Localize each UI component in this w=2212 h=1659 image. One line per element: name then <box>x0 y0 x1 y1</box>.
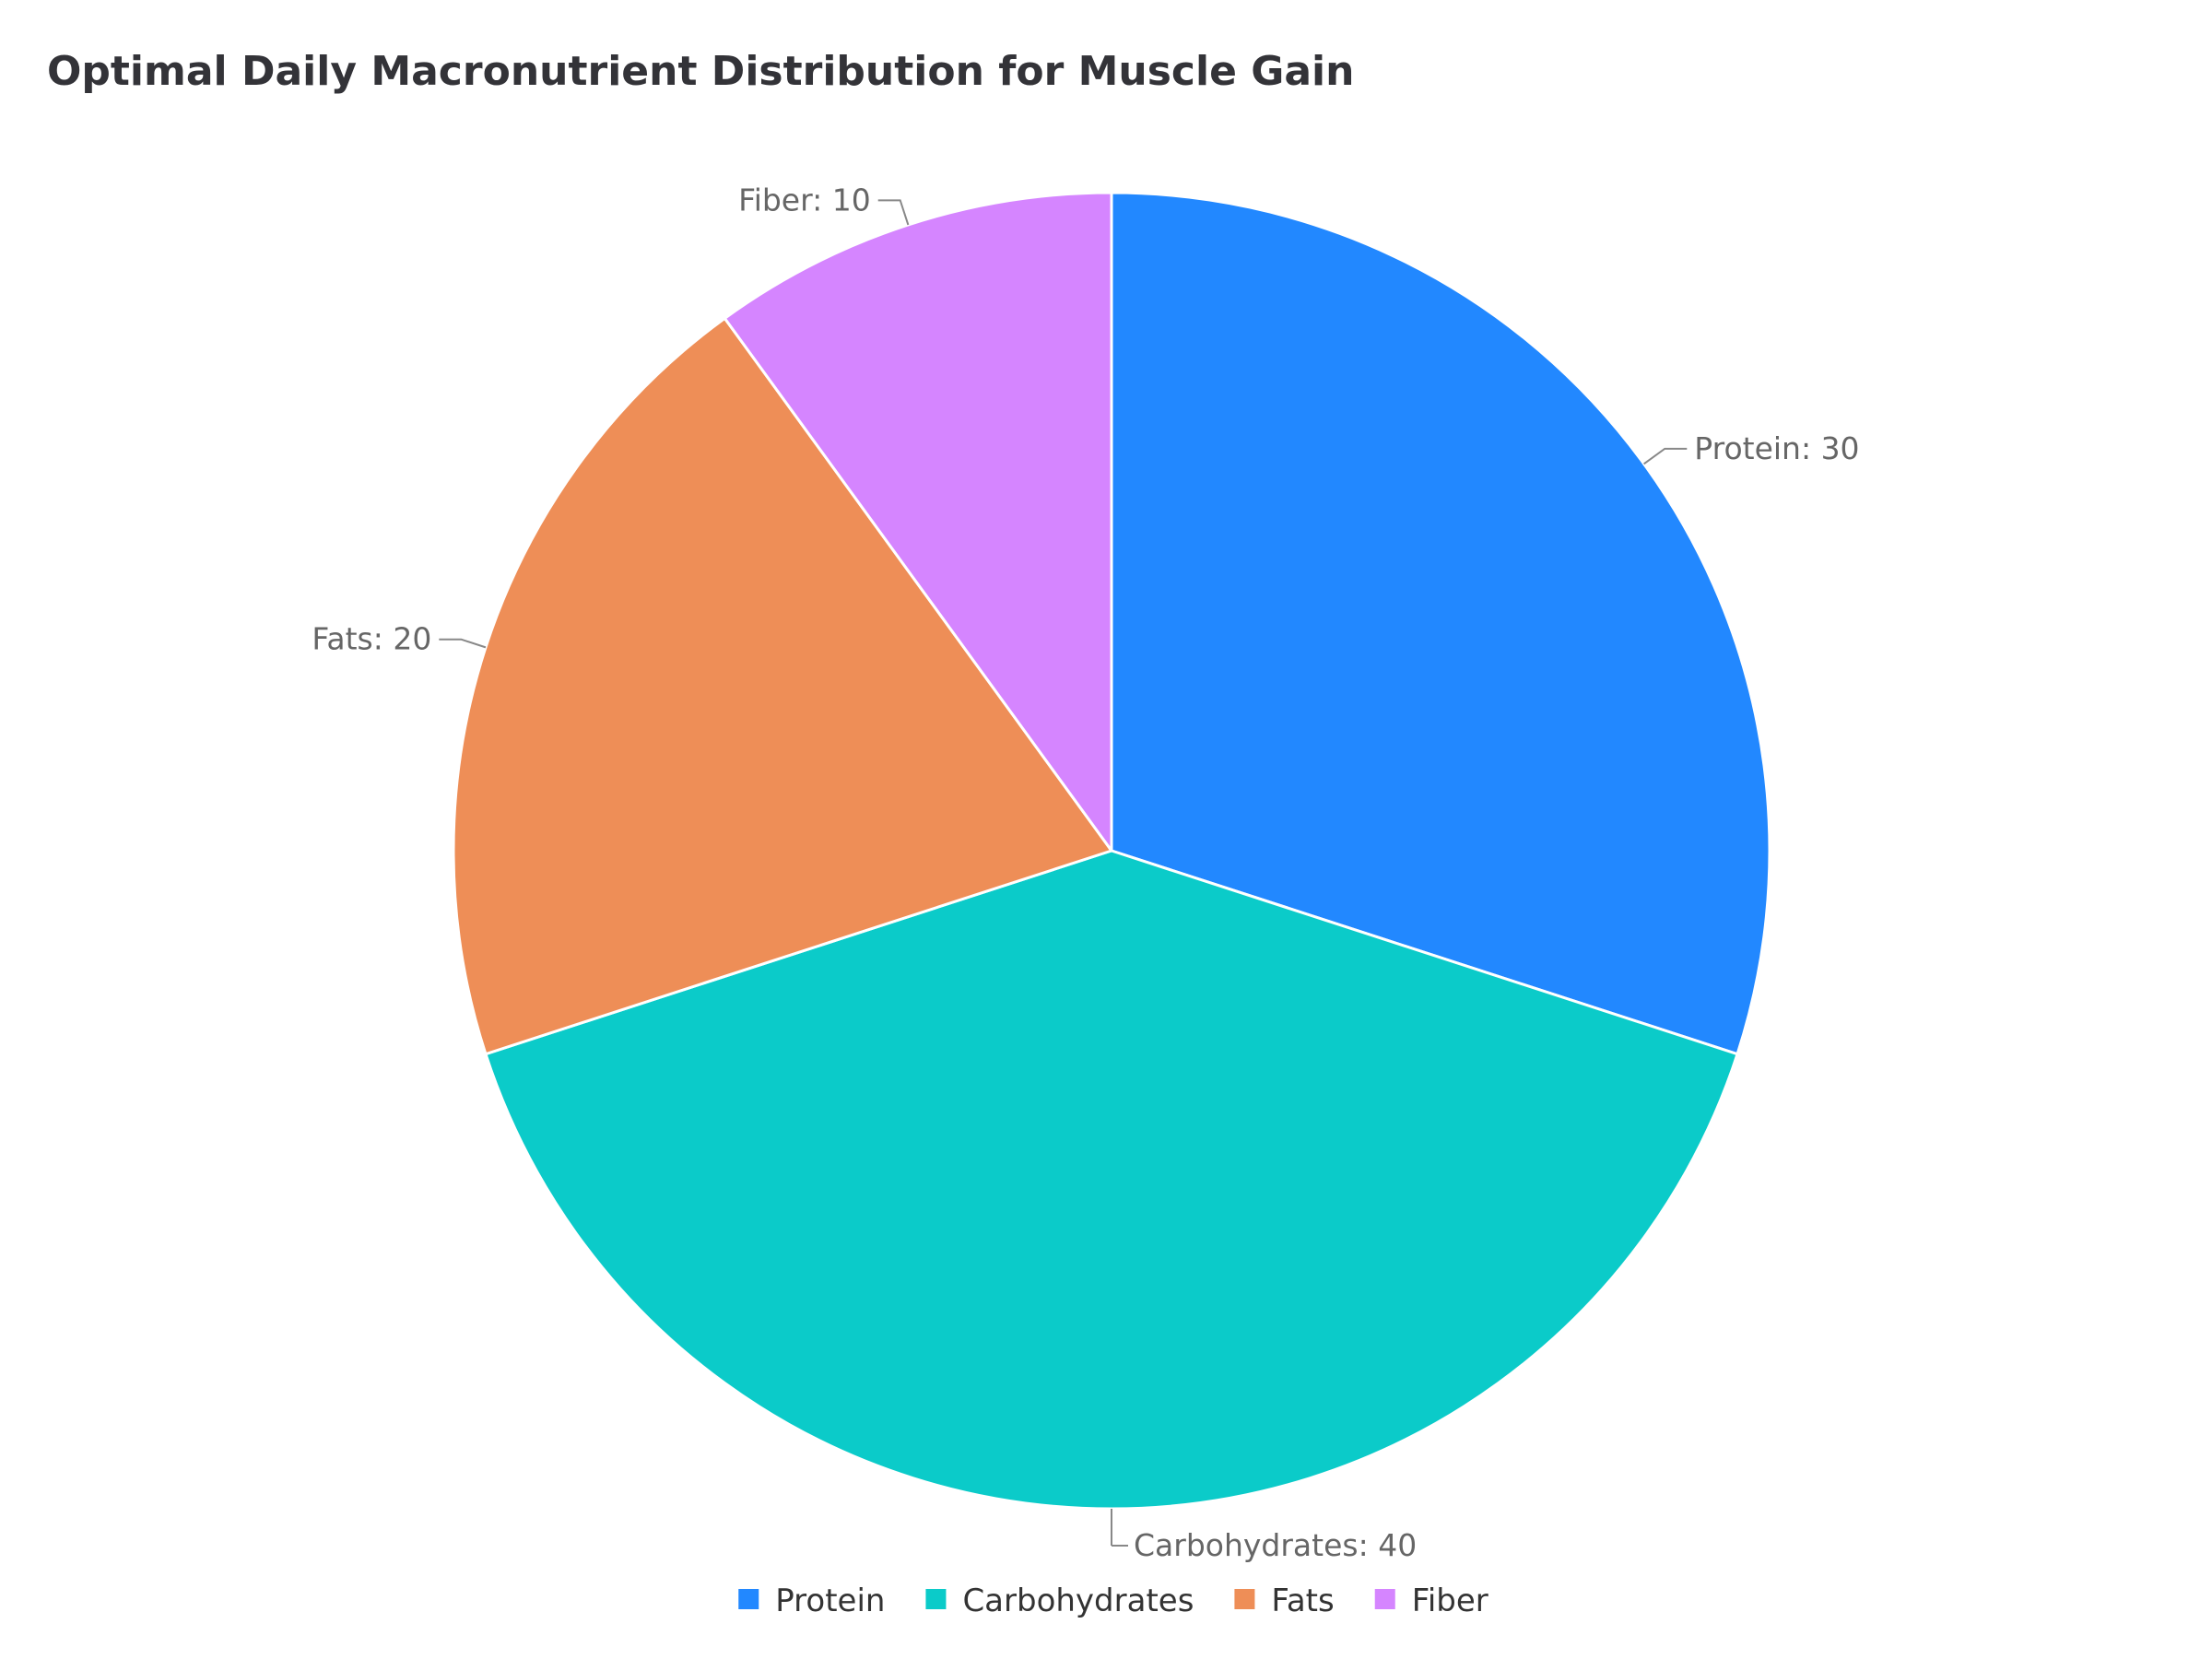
data-label-protein: Protein: 30 <box>1694 430 1859 466</box>
data-label-fats: Fats: 20 <box>312 621 431 657</box>
legend-item-fats[interactable]: Fats <box>1234 1583 1335 1619</box>
legend-label: Protein <box>775 1583 885 1619</box>
legend-item-carbohydrates[interactable]: Carbohydrates <box>925 1583 1194 1619</box>
data-label-carbohydrates: Carbohydrates: 40 <box>1134 1527 1417 1563</box>
legend-item-protein[interactable]: Protein <box>738 1583 885 1619</box>
legend: Protein Carbohydrates Fats Fiber <box>738 1583 1488 1619</box>
pie-slice-fats[interactable] <box>452 316 1113 1056</box>
pie-slice-protein[interactable] <box>1110 191 1771 1056</box>
legend-swatch <box>1374 1589 1395 1609</box>
legend-item-fiber[interactable]: Fiber <box>1374 1583 1488 1619</box>
legend-label: Carbohydrates <box>962 1583 1194 1619</box>
leader-line <box>1643 447 1688 465</box>
legend-label: Fiber <box>1412 1583 1488 1619</box>
data-label-fiber: Fiber: 10 <box>738 182 871 218</box>
pie-slice-carbohydrates[interactable] <box>484 849 1739 1511</box>
pie-slice-fiber[interactable] <box>723 191 1113 853</box>
legend-swatch <box>1234 1589 1255 1609</box>
leader-line <box>877 199 910 226</box>
chart-title: Optimal Daily Macronutrient Distribution… <box>47 48 1355 95</box>
legend-label: Fats <box>1271 1583 1334 1619</box>
leader-line <box>439 638 487 649</box>
legend-swatch <box>925 1589 947 1609</box>
legend-swatch <box>738 1589 759 1609</box>
